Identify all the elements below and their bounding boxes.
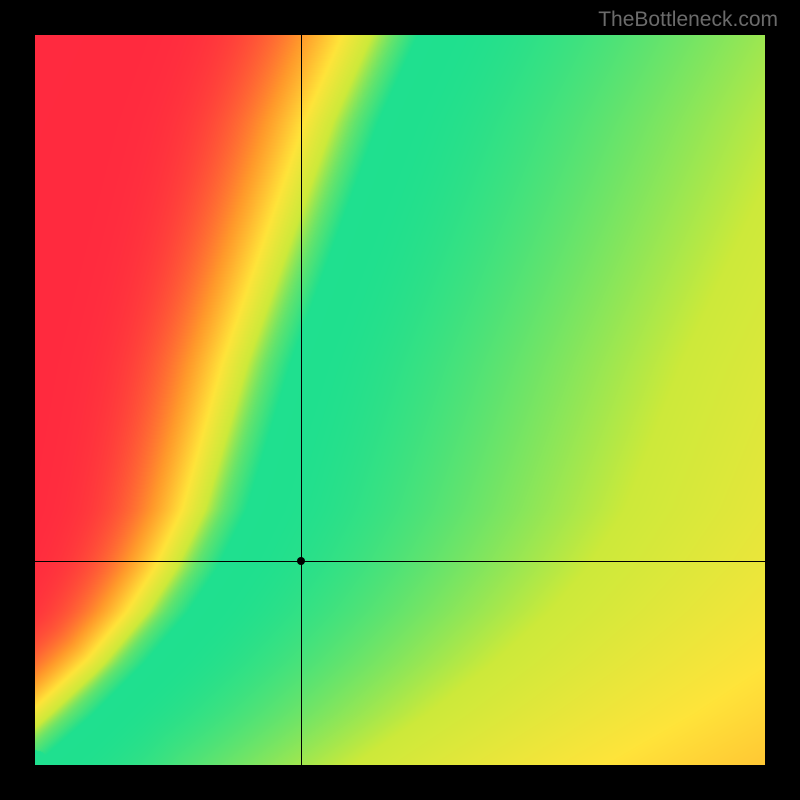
watermark-text: TheBottleneck.com [598, 8, 778, 32]
crosshair-horizontal [35, 561, 765, 562]
chart-container: TheBottleneck.com [0, 0, 800, 800]
heatmap-canvas [35, 35, 765, 765]
crosshair-vertical [301, 35, 302, 765]
plot-area [35, 35, 765, 765]
bottleneck-marker [297, 557, 305, 565]
